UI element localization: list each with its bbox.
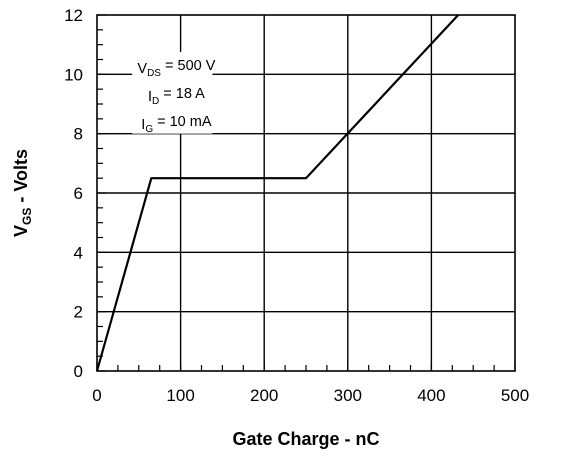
annotation-subscript: G [145, 124, 153, 135]
plot-frame [96, 14, 516, 372]
y-axis-title: VGS - Volts [11, 149, 34, 237]
y-tick-labels: 0 2 4 6 8 10 12 [64, 6, 83, 381]
annotation-line: ID = 18 A [148, 86, 205, 107]
x-tick-label: 300 [334, 386, 362, 405]
conditions-annotation: VDS = 500 VID = 18 AIG = 10 mA [132, 52, 216, 135]
annotation-subscript: DS [147, 68, 161, 79]
annotation-main: I [148, 89, 152, 105]
annotation-background [132, 52, 213, 134]
annotation-rest: = 10 mA [153, 114, 212, 130]
grid-layer [97, 15, 515, 371]
y-tick-label: 2 [74, 303, 83, 322]
y-tick-label: 8 [74, 125, 83, 144]
y-axis-title-subscript: GS [20, 208, 34, 225]
y-axis-title-rest: - Volts [11, 149, 31, 208]
annotation-line: VDS = 500 V [137, 58, 215, 79]
x-tick-label: 0 [92, 386, 101, 405]
x-axis-title: Gate Charge - nC [232, 429, 379, 449]
y-axis-title-main: V [11, 225, 31, 237]
annotation-main: V [137, 61, 147, 77]
series-line [95, 14, 460, 372]
annotation-rest: = 18 A [159, 86, 205, 102]
minor-ticks [96, 14, 516, 372]
y-tick-label: 0 [74, 362, 83, 381]
x-tick-label: 400 [417, 386, 445, 405]
x-tick-labels: 0 100 200 300 400 500 [92, 386, 529, 405]
annotation-line: IG = 10 mA [141, 114, 212, 135]
annotation-subscript: D [152, 96, 159, 107]
y-tick-label: 4 [74, 243, 83, 262]
series-layer [95, 14, 460, 372]
x-tick-label: 200 [250, 386, 278, 405]
x-tick-label: 500 [501, 386, 529, 405]
y-tick-label: 10 [64, 65, 83, 84]
annotation-main: I [141, 117, 145, 133]
y-tick-label: 6 [74, 184, 83, 203]
x-tick-label: 100 [166, 386, 194, 405]
y-tick-label: 12 [64, 6, 83, 25]
annotation-rest: = 500 V [161, 58, 216, 74]
